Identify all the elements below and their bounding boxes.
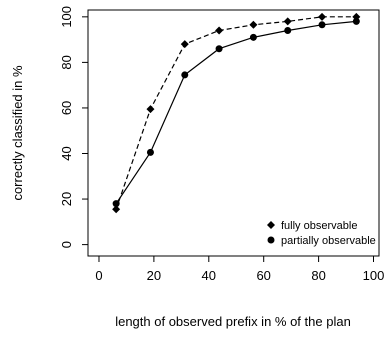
- series-line-1: [115, 20, 357, 204]
- legend-circle-icon: [267, 236, 275, 244]
- data-point-diamond: [283, 17, 292, 26]
- data-point-circle: [215, 45, 223, 53]
- series-line-0: [115, 16, 357, 210]
- x-axis-label: length of observed prefix in % of the pl…: [115, 314, 351, 329]
- data-point-diamond: [112, 205, 121, 214]
- data-point-diamond: [146, 105, 155, 114]
- x-tick-label: 100: [363, 268, 385, 283]
- series-layer: [112, 12, 361, 214]
- x-tick-label: 60: [256, 268, 270, 283]
- y-tick-label: 100: [59, 6, 74, 28]
- data-point-diamond: [318, 12, 327, 21]
- legend-label-fully-observable: fully observable: [281, 220, 357, 232]
- legend-entry-partially-observable: partially observable: [267, 235, 376, 247]
- y-tick-label: 40: [59, 146, 74, 160]
- x-tick-label: 80: [311, 268, 325, 283]
- legend-entry-fully-observable: fully observable: [267, 220, 357, 232]
- data-point-circle: [352, 17, 360, 25]
- x-axis: 0 20 40 60 80 100: [95, 256, 384, 283]
- x-tick-label: 20: [147, 268, 161, 283]
- data-point-circle: [112, 200, 120, 208]
- data-point-circle: [181, 71, 189, 79]
- data-point-diamond: [180, 40, 189, 49]
- y-tick-label: 60: [59, 101, 74, 115]
- data-point-circle: [146, 148, 154, 156]
- y-tick-label: 20: [59, 192, 74, 206]
- data-point-diamond: [249, 20, 258, 29]
- y-axis-label: correctly classified in %: [10, 65, 25, 201]
- x-tick-label: 40: [202, 268, 216, 283]
- data-point-circle: [318, 21, 326, 29]
- data-point-circle: [249, 33, 257, 41]
- y-axis: 0 20 40 60 80 100: [59, 6, 88, 248]
- y-tick-label: 0: [59, 241, 74, 248]
- plot-frame: [87, 9, 380, 257]
- legend: fully observable partially observable: [267, 220, 376, 247]
- y-tick-label: 80: [59, 55, 74, 69]
- legend-label-partially-observable: partially observable: [281, 235, 376, 247]
- data-point-diamond: [215, 26, 224, 35]
- data-point-circle: [284, 27, 292, 34]
- x-tick-label: 0: [95, 268, 102, 283]
- legend-diamond-icon: [267, 221, 275, 229]
